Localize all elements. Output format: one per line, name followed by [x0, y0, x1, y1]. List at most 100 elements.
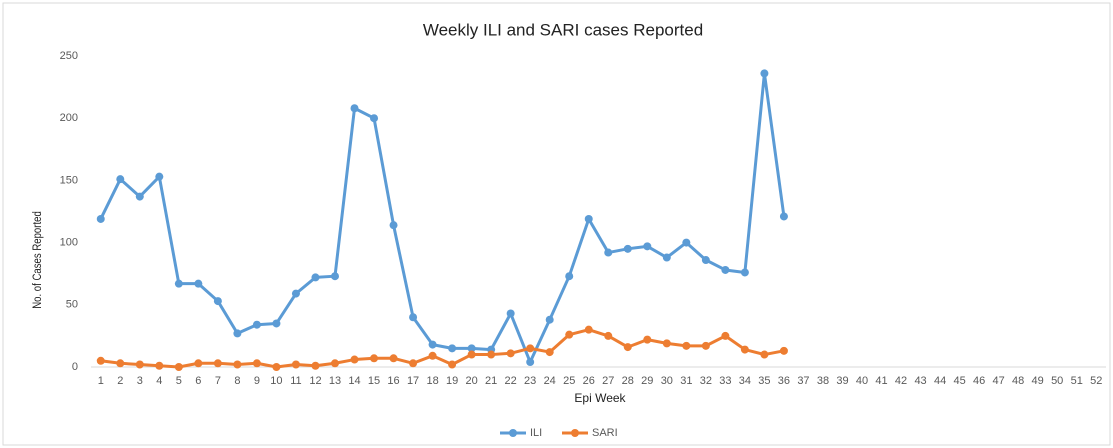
data-point	[565, 330, 574, 339]
data-point	[506, 349, 515, 358]
x-tick-label: 10	[270, 375, 282, 387]
legend-marker	[509, 429, 517, 437]
data-point	[623, 244, 632, 253]
data-point	[467, 344, 476, 353]
data-point	[409, 313, 418, 322]
data-point	[409, 359, 418, 368]
x-tick-label: 18	[426, 375, 438, 387]
data-point	[545, 315, 554, 324]
x-tick-label: 11	[290, 375, 301, 387]
x-tick-label: 12	[309, 375, 321, 387]
x-tick-label: 51	[1071, 375, 1083, 387]
data-point	[135, 360, 144, 369]
legend-label: ILI	[530, 427, 542, 439]
x-tick-label: 48	[1012, 375, 1024, 387]
data-point	[760, 69, 769, 78]
x-tick-label: 52	[1090, 375, 1102, 387]
x-tick-label: 45	[953, 375, 965, 387]
x-tick-label: 29	[641, 375, 653, 387]
data-point	[233, 360, 242, 369]
data-point	[116, 175, 125, 184]
data-point	[721, 265, 730, 274]
data-point	[135, 192, 144, 201]
data-point	[779, 346, 788, 355]
data-point	[194, 359, 203, 368]
chart-title: Weekly ILI and SARI cases Reported	[423, 20, 703, 39]
data-point	[760, 350, 769, 359]
data-point	[448, 360, 457, 369]
x-tick-label: 35	[758, 375, 770, 387]
data-point	[701, 256, 710, 265]
data-point	[155, 172, 164, 181]
x-tick-label: 50	[1051, 375, 1063, 387]
x-tick-label: 37	[797, 375, 809, 387]
x-tick-label: 24	[544, 375, 556, 387]
x-tick-label: 33	[719, 375, 731, 387]
x-tick-label: 27	[602, 375, 614, 387]
x-tick-label: 31	[680, 375, 692, 387]
x-tick-label: 16	[387, 375, 399, 387]
data-point	[565, 272, 574, 281]
data-point	[428, 340, 437, 349]
data-point	[252, 359, 261, 368]
x-tick-label: 25	[563, 375, 575, 387]
x-tick-label: 43	[914, 375, 926, 387]
x-tick-label: 26	[583, 375, 595, 387]
x-tick-label: 21	[485, 375, 497, 387]
x-tick-label: 30	[661, 375, 673, 387]
data-point	[584, 214, 593, 223]
data-point	[350, 104, 359, 113]
data-point	[506, 309, 515, 318]
x-tick-label: 36	[778, 375, 790, 387]
x-tick-label: 1	[98, 375, 104, 387]
data-point	[584, 325, 593, 334]
data-point	[662, 253, 671, 262]
data-point	[330, 272, 339, 281]
data-point	[487, 350, 496, 359]
x-tick-label: 44	[934, 375, 946, 387]
y-tick-label: 200	[60, 112, 78, 124]
data-point	[350, 355, 359, 364]
data-point	[174, 279, 183, 288]
data-point	[721, 331, 730, 340]
y-tick-label: 150	[60, 174, 78, 186]
data-point	[272, 319, 281, 328]
x-tick-label: 22	[505, 375, 517, 387]
legend-marker	[571, 429, 579, 437]
data-point	[291, 289, 300, 298]
data-point	[311, 361, 320, 370]
x-tick-label: 39	[836, 375, 848, 387]
x-tick-label: 14	[348, 375, 360, 387]
data-point	[370, 114, 379, 123]
data-point	[604, 331, 613, 340]
x-tick-label: 8	[234, 375, 240, 387]
x-tick-label: 6	[195, 375, 201, 387]
x-axis-title: Epi Week	[574, 391, 626, 405]
data-point	[213, 297, 222, 306]
data-point	[779, 212, 788, 221]
x-tick-label: 5	[176, 375, 182, 387]
x-tick-label: 3	[137, 375, 143, 387]
x-tick-label: 28	[622, 375, 634, 387]
x-tick-label: 4	[156, 375, 162, 387]
data-point	[448, 344, 457, 353]
series-line	[99, 71, 786, 364]
data-point	[291, 360, 300, 369]
x-tick-label: 9	[254, 375, 260, 387]
x-tick-label: 38	[817, 375, 829, 387]
legend-label: SARI	[592, 427, 618, 439]
data-point	[389, 221, 398, 230]
x-tick-label: 20	[466, 375, 478, 387]
y-axis-title: No. of Cases Reported	[31, 211, 44, 309]
data-point	[389, 354, 398, 363]
y-tick-label: 0	[72, 361, 78, 373]
data-point	[682, 238, 691, 247]
data-point	[96, 214, 105, 223]
x-tick-label: 19	[446, 375, 458, 387]
data-point	[740, 268, 749, 277]
data-point	[233, 329, 242, 338]
x-tick-label: 23	[524, 375, 536, 387]
y-tick-label: 250	[60, 50, 78, 62]
data-point	[643, 242, 652, 251]
